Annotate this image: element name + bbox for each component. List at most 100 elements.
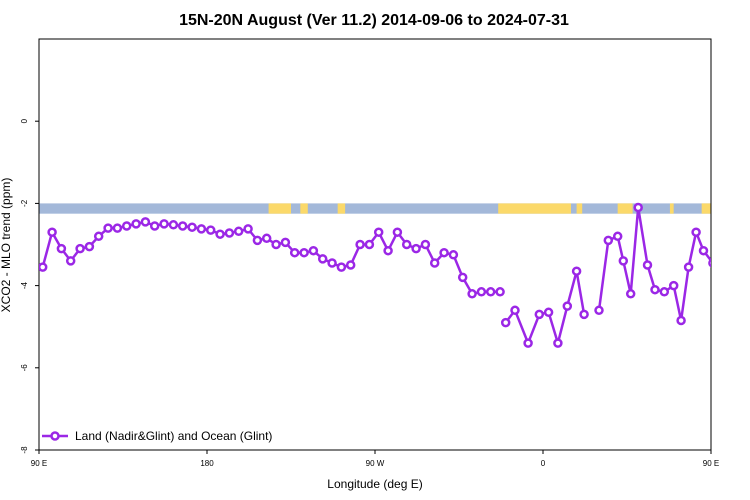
y-axis-label: XCO2 - MLO trend (ppm) xyxy=(0,178,13,313)
data-point xyxy=(112,223,123,233)
data-point xyxy=(215,229,225,239)
data-point xyxy=(149,221,160,231)
y-tick-label: 0 xyxy=(20,118,29,123)
ocean-strip xyxy=(39,203,711,214)
data-point xyxy=(187,222,197,232)
data-point xyxy=(383,245,393,256)
data-point xyxy=(47,227,57,237)
land-patch xyxy=(300,203,308,214)
data-point xyxy=(159,219,169,229)
data-point xyxy=(698,245,709,256)
y-axis: 0 -2 -4 -6 -8 xyxy=(20,118,39,454)
data-point xyxy=(345,260,356,270)
map-strip xyxy=(39,203,737,214)
data-point xyxy=(93,231,104,242)
x-tick-label: 0 xyxy=(541,459,546,468)
land-patch xyxy=(730,203,737,213)
data-point xyxy=(103,223,113,233)
legend-label: Land (Nadir&Glint) and Ocean (Glint) xyxy=(75,429,272,443)
data-point xyxy=(355,239,365,250)
data-point xyxy=(364,239,375,250)
data-point xyxy=(485,287,496,297)
chart-title: 15N-20N August (Ver 11.2) 2014-09-06 to … xyxy=(179,12,569,29)
land-patch xyxy=(669,203,674,214)
data-point xyxy=(534,309,545,320)
data-point xyxy=(327,258,337,268)
data-point xyxy=(676,315,686,326)
data-point xyxy=(439,247,449,258)
data-point xyxy=(205,225,216,235)
data-point xyxy=(392,227,403,237)
data-point xyxy=(336,262,347,272)
series-line xyxy=(41,220,501,296)
data-point xyxy=(495,287,505,297)
land-patch xyxy=(498,203,571,214)
data-point xyxy=(168,220,179,230)
data-point xyxy=(140,217,151,227)
data-point xyxy=(728,245,735,252)
data-point xyxy=(448,250,459,260)
data-point xyxy=(271,239,281,250)
data-point xyxy=(65,256,76,266)
data-point xyxy=(719,245,726,252)
data-point xyxy=(594,305,604,316)
data-point xyxy=(633,202,643,213)
data-point xyxy=(553,338,563,348)
data-point xyxy=(56,243,67,254)
data-point xyxy=(562,301,573,311)
x-axis: 90 E 180 90 W 0 90 E xyxy=(31,450,719,468)
data-point xyxy=(420,239,431,250)
data-point xyxy=(243,224,253,234)
series-line xyxy=(597,206,711,322)
data-point xyxy=(659,287,670,297)
land-patch xyxy=(268,203,291,214)
legend-marker-swatch xyxy=(50,431,60,441)
data-point xyxy=(571,266,582,276)
data-point xyxy=(224,228,235,238)
data-point xyxy=(196,224,207,234)
data-point xyxy=(299,247,309,258)
y-tick-label: -6 xyxy=(20,364,29,372)
land-patch xyxy=(337,203,346,214)
data-point xyxy=(317,254,328,264)
data-point xyxy=(429,258,440,268)
x-axis-label: Longitude (deg E) xyxy=(327,477,422,491)
series-layer xyxy=(39,202,744,348)
land-patch xyxy=(576,203,583,214)
data-point xyxy=(476,287,487,297)
data-point xyxy=(121,221,132,231)
data-point xyxy=(75,243,85,254)
data-point xyxy=(510,305,520,316)
data-point xyxy=(252,235,263,246)
data-point xyxy=(280,237,291,248)
data-point xyxy=(625,289,636,299)
data-point xyxy=(308,245,319,256)
x-tick-label: 180 xyxy=(200,459,214,468)
data-point xyxy=(668,280,679,291)
data-point xyxy=(233,226,244,237)
data-point xyxy=(642,260,653,270)
x-tick-label: 90 W xyxy=(366,459,385,468)
land-patch xyxy=(617,203,633,214)
y-tick-label: -2 xyxy=(20,199,29,207)
data-point xyxy=(618,256,629,266)
data-point xyxy=(261,233,272,244)
data-point xyxy=(401,239,412,250)
data-point xyxy=(177,221,188,231)
data-point xyxy=(84,241,95,252)
data-point xyxy=(39,262,48,272)
data-point xyxy=(373,227,384,237)
data-point xyxy=(523,338,533,348)
data-point xyxy=(650,284,660,295)
data-point xyxy=(737,235,744,242)
data-point xyxy=(500,317,511,328)
legend: Land (Nadir&Glint) and Ocean (Glint) xyxy=(42,429,272,443)
y-tick-label: -4 xyxy=(20,281,29,289)
data-point xyxy=(467,289,477,299)
data-point xyxy=(683,262,694,272)
data-point xyxy=(708,258,711,268)
data-point xyxy=(543,307,554,318)
data-point xyxy=(457,272,468,283)
x-tick-label: 90 E xyxy=(703,459,719,468)
land-patch xyxy=(701,203,711,214)
